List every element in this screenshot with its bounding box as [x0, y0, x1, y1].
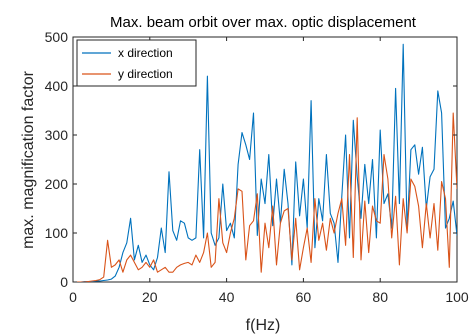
x-tick-label: 100 [445, 289, 469, 305]
x-axis-label: f(Hz) [246, 317, 281, 334]
chart-title: Max. beam orbit over max. optic displace… [110, 14, 417, 31]
x-tick-label: 60 [296, 289, 312, 305]
series-line-0 [76, 43, 457, 282]
y-tick-label: 400 [45, 78, 69, 94]
legend-box [76, 39, 197, 87]
x-tick-label: 0 [69, 289, 77, 305]
series-group [76, 43, 457, 282]
x-tick-label: 40 [219, 289, 235, 305]
x-tick-label: 80 [372, 289, 388, 305]
y-axis-label: max. magnification factor [20, 70, 37, 249]
y-tick-label: 300 [45, 127, 69, 143]
y-tick-label: 0 [60, 274, 68, 290]
x-tick-label: 20 [142, 289, 158, 305]
y-tick-label: 500 [45, 29, 69, 45]
legend-label-1: y direction [118, 67, 173, 81]
legend: x direction y direction [76, 39, 197, 87]
y-tick-label: 100 [45, 225, 69, 241]
ticks-group: 0 20 40 60 80 100 0 100 200 300 400 500 [45, 29, 469, 305]
legend-label-0: x direction [118, 46, 173, 60]
series-line-1 [76, 112, 457, 282]
y-tick-label: 200 [45, 176, 69, 192]
